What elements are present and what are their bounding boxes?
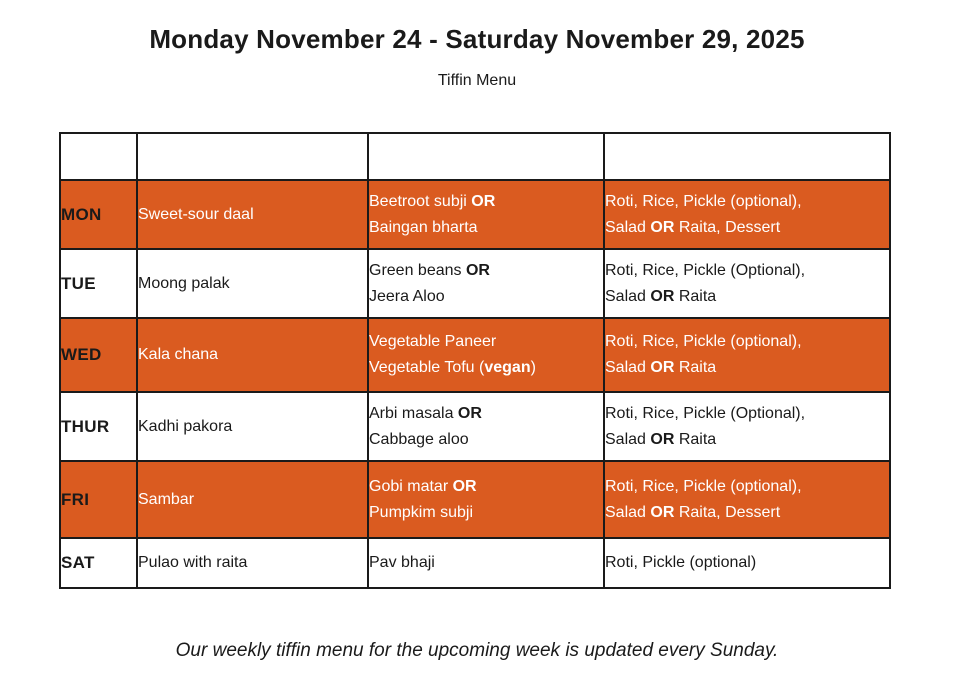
dish-cell: Gobi matar OR Pumpkim subji: [367, 460, 605, 539]
dish-cell: Arbi masala OR Cabbage aloo: [367, 391, 605, 462]
dish-line: Salad OR Raita: [605, 287, 717, 305]
day-label: FRI: [59, 460, 138, 539]
dish-cell: Beetroot subji OR Baingan bharta: [367, 179, 605, 250]
dish-line: Cabbage aloo: [369, 430, 469, 448]
dish-line: Moong palak: [138, 274, 230, 292]
footer-note: Our weekly tiffin menu for the upcoming …: [175, 640, 779, 661]
menu-row-wed: WED Kala chana Vegetable Paneer Vegetable T…: [59, 317, 891, 393]
dish-line: Beetroot subji OR: [369, 192, 496, 210]
dish-line: Jeera Aloo: [369, 287, 445, 305]
day-label: THUR: [59, 391, 138, 462]
dish-line: Vegetable Tofu (vegan): [369, 359, 536, 376]
dish-line: Kadhi pakora: [138, 417, 233, 435]
dish-line: Baingan bharta: [369, 218, 478, 236]
dish-cell: Moong palak: [136, 248, 369, 319]
dish-line: Salad OR Raita, Dessert: [605, 218, 781, 236]
menu-table-body: MON Sweet-sour daal Beetroot subji OR Baing…: [59, 179, 891, 589]
header-cell: [367, 132, 605, 181]
header-cell: [59, 132, 138, 181]
dish-line: Arbi masala OR: [369, 404, 482, 422]
dish-cell: Kala chana: [136, 317, 369, 393]
dish-line: Roti, Rice, Pickle (Optional),: [605, 261, 806, 279]
menu-row-tue: TUE Moong palak Green beans OR Jeera Aloo Ro…: [59, 248, 891, 319]
tiffin-menu-table: MON Sweet-sour daal Beetroot subji OR Baing…: [59, 132, 891, 589]
menu-row-thur: THUR Kadhi pakora Arbi masala OR Cabbage al…: [59, 391, 891, 462]
dish-line: Pav bhaji: [369, 554, 435, 571]
dish-cell: Sambar: [136, 460, 369, 539]
dish-line: Gobi matar OR: [369, 477, 477, 495]
dish-line: Roti, Rice, Pickle (Optional),: [605, 404, 806, 422]
dish-line: Salad OR Raita: [605, 359, 717, 376]
page-title: Monday November 24 - Saturday November 2…: [149, 24, 805, 54]
dish-line: Roti, Rice, Pickle (optional),: [605, 477, 802, 495]
dish-line: Pumpkim subji: [369, 503, 474, 521]
dish-cell: Roti, Pickle (optional): [603, 537, 891, 589]
dish-cell: Roti, Rice, Pickle (Optional), Salad OR R…: [603, 391, 891, 462]
dish-line: Roti, Rice, Pickle (optional),: [605, 333, 802, 350]
dish-line: Sweet-sour daal: [138, 205, 254, 223]
menu-row-sat: SAT Pulao with raita Pav bhaji Roti, Pickle…: [59, 537, 891, 589]
dish-line: Kala chana: [138, 346, 219, 363]
page-subtitle: Tiffin Menu: [437, 72, 517, 89]
dish-cell: Green beans OR Jeera Aloo: [367, 248, 605, 319]
day-label: WED: [59, 317, 138, 393]
header-cell: [603, 132, 891, 181]
menu-row-mon: MON Sweet-sour daal Beetroot subji OR Baing…: [59, 179, 891, 250]
dish-line: Salad OR Raita, Dessert: [605, 503, 781, 521]
dish-line: Pulao with raita: [138, 554, 248, 571]
dish-line: Vegetable Paneer: [369, 333, 497, 350]
day-label: SAT: [59, 537, 138, 589]
dish-cell: Pav bhaji: [367, 537, 605, 589]
header-cell: [136, 132, 369, 181]
dish-cell: Vegetable Paneer Vegetable Tofu (vegan): [367, 317, 605, 393]
menu-row-fri: FRI Sambar Gobi matar OR Pumpkim subji Roti,…: [59, 460, 891, 539]
dish-cell: Kadhi pakora: [136, 391, 369, 462]
dish-cell: Roti, Rice, Pickle (optional), Salad OR R…: [603, 179, 891, 250]
dish-line: Salad OR Raita: [605, 430, 717, 448]
dish-cell: Pulao with raita: [136, 537, 369, 589]
day-label: TUE: [59, 248, 138, 319]
dish-cell: Roti, Rice, Pickle (optional), Salad OR R…: [603, 317, 891, 393]
dish-line: Roti, Pickle (optional): [605, 554, 757, 571]
dish-line: Sambar: [138, 490, 195, 508]
dish-line: Green beans OR: [369, 261, 490, 279]
dish-cell: Sweet-sour daal: [136, 179, 369, 250]
table-header-row: [59, 132, 891, 181]
dish-line: Roti, Rice, Pickle (optional),: [605, 192, 802, 210]
dish-cell: Roti, Rice, Pickle (optional), Salad OR R…: [603, 460, 891, 539]
day-label: MON: [59, 179, 138, 250]
dish-cell: Roti, Rice, Pickle (Optional), Salad OR R…: [603, 248, 891, 319]
